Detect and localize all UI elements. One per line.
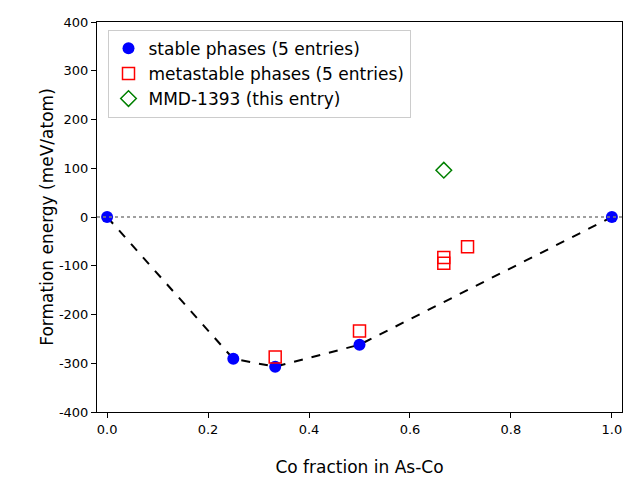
svg-text:300: 300 <box>64 63 89 78</box>
svg-text:0.0: 0.0 <box>97 422 118 437</box>
svg-text:-300: -300 <box>59 356 89 371</box>
svg-text:-400: -400 <box>59 405 89 420</box>
svg-text:metastable phases (5 entries): metastable phases (5 entries) <box>149 64 404 84</box>
svg-text:0.2: 0.2 <box>198 422 219 437</box>
svg-text:0.6: 0.6 <box>400 422 421 437</box>
svg-text:400: 400 <box>64 15 89 30</box>
svg-text:0: 0 <box>80 210 88 225</box>
svg-text:0.8: 0.8 <box>501 422 522 437</box>
svg-text:Formation energy (meV/atom): Formation energy (meV/atom) <box>37 88 57 346</box>
svg-text:MMD-1393 (this entry): MMD-1393 (this entry) <box>149 89 341 109</box>
svg-text:Co fraction in As-Co: Co fraction in As-Co <box>275 457 443 477</box>
svg-text:1.0: 1.0 <box>602 422 623 437</box>
svg-text:-100: -100 <box>59 258 89 273</box>
svg-text:-200: -200 <box>59 307 89 322</box>
svg-text:0.4: 0.4 <box>299 422 320 437</box>
svg-text:stable phases (5 entries): stable phases (5 entries) <box>149 39 360 59</box>
svg-text:100: 100 <box>64 161 89 176</box>
svg-text:200: 200 <box>64 112 89 127</box>
